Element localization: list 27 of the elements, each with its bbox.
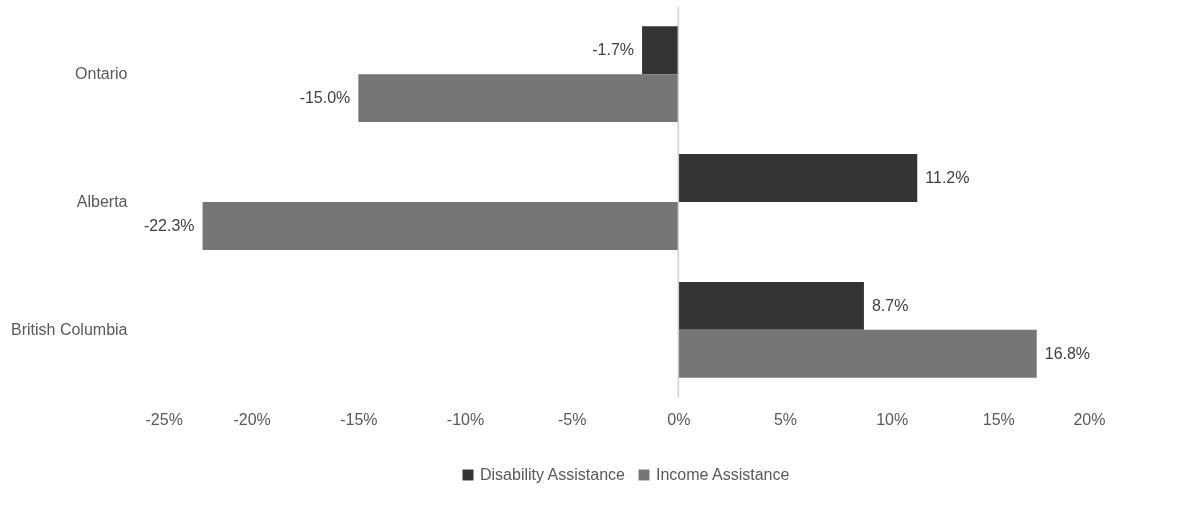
- x-tick-label: -15%: [340, 410, 378, 428]
- bar: [678, 281, 864, 330]
- x-tick-label: 5%: [773, 410, 798, 428]
- bar: [678, 154, 918, 202]
- data-label: -22.3%: [143, 216, 195, 234]
- bar: [202, 202, 679, 250]
- y-tick-label: British Columbia: [11, 320, 128, 338]
- data-label: -1.7%: [592, 41, 635, 59]
- y-tick-label: Ontario: [75, 65, 128, 83]
- legend-label: Income Assistance: [656, 466, 790, 483]
- y-tick-label: Alberta: [76, 193, 128, 210]
- x-tick-label: 10%: [876, 410, 909, 428]
- x-tick-label: 0%: [667, 410, 691, 428]
- bar: [678, 329, 1037, 378]
- data-label: -15.0%: [299, 89, 351, 107]
- x-tick-label: -25%: [145, 410, 183, 428]
- bar: [642, 26, 679, 75]
- x-tick-label: -10%: [446, 410, 485, 428]
- x-tick-label: -5%: [557, 410, 587, 428]
- data-label: 16.8%: [1044, 344, 1091, 362]
- x-tick-label: 20%: [1073, 410, 1106, 428]
- x-tick-label: 15%: [982, 410, 1015, 428]
- data-label: 11.2%: [925, 169, 970, 187]
- x-tick-label: -20%: [233, 410, 271, 428]
- legend-label: Disability Assistance: [480, 466, 626, 483]
- bar: [358, 74, 679, 123]
- data-label: 8.7%: [871, 296, 909, 314]
